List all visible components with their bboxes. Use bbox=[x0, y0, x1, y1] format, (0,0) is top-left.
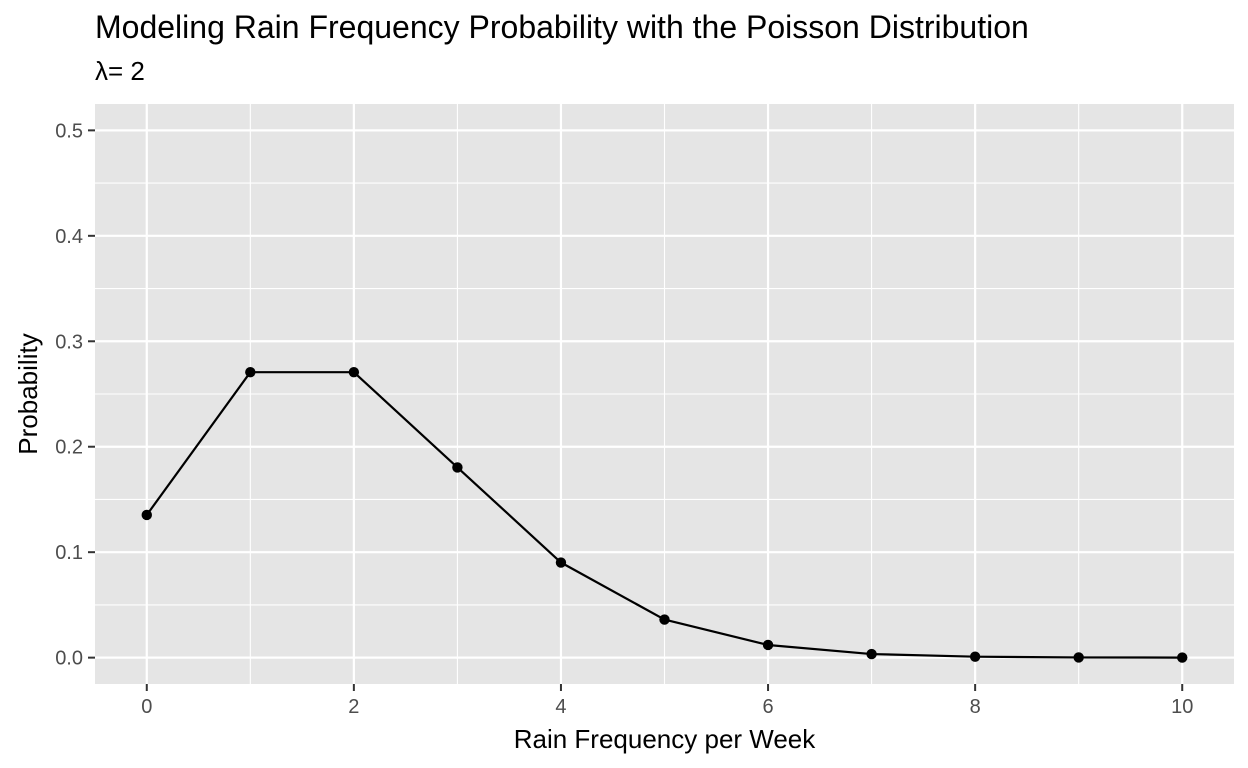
minor-gridlines bbox=[95, 104, 1234, 684]
data-point bbox=[452, 462, 463, 473]
y-tick-label: 0.0 bbox=[55, 648, 83, 670]
data-point bbox=[1073, 652, 1084, 663]
data-point bbox=[245, 366, 256, 378]
data-point bbox=[762, 639, 774, 651]
y-axis-title: Probability bbox=[13, 333, 43, 454]
chart-subtitle: λ= 2 bbox=[95, 56, 145, 86]
x-tick-label: 6 bbox=[762, 696, 773, 718]
data-point bbox=[348, 366, 360, 378]
y-axis-tick-labels: 0.0 0.1 0.2 0.3 0.4 0.5 bbox=[55, 120, 83, 669]
x-axis-tick-labels: 0 2 4 6 8 10 bbox=[141, 696, 1193, 718]
x-tick-label: 2 bbox=[348, 696, 359, 718]
data-point bbox=[659, 614, 670, 625]
data-point bbox=[1177, 652, 1188, 663]
data-point bbox=[555, 557, 567, 568]
data-point bbox=[141, 509, 152, 521]
x-tick-label: 8 bbox=[970, 696, 981, 718]
x-tick-label: 0 bbox=[141, 696, 152, 718]
y-tick-label: 0.5 bbox=[55, 120, 83, 142]
x-tick-label: 10 bbox=[1171, 696, 1193, 718]
y-tick-label: 0.2 bbox=[55, 437, 83, 459]
major-gridlines bbox=[95, 104, 1234, 684]
y-tick-label: 0.1 bbox=[55, 542, 83, 564]
axis-ticks bbox=[88, 129, 1184, 691]
chart-title: Modeling Rain Frequency Probability with… bbox=[95, 9, 1029, 45]
data-point bbox=[866, 648, 877, 660]
y-tick-label: 0.4 bbox=[55, 226, 83, 248]
series-points bbox=[141, 366, 1188, 663]
x-tick-label: 4 bbox=[555, 696, 566, 718]
x-axis-title: Rain Frequency per Week bbox=[514, 724, 817, 754]
data-point bbox=[969, 651, 981, 662]
y-tick-label: 0.3 bbox=[55, 331, 83, 353]
